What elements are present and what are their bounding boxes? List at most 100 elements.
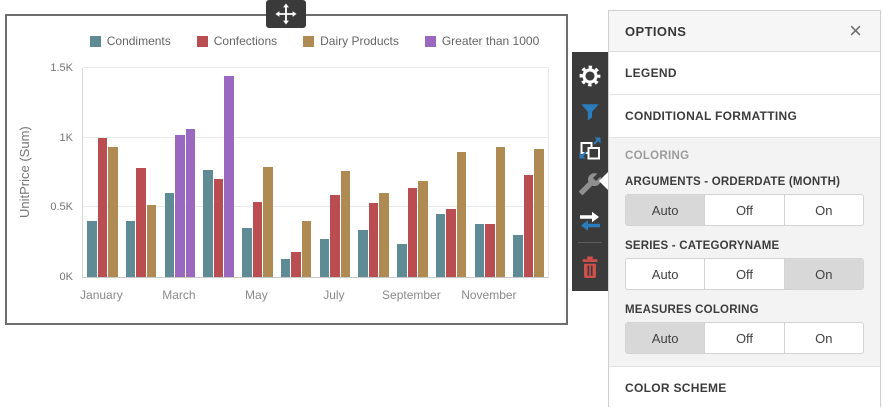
chart-legend: Condiments Confections Dairy Products Great… [82,34,547,48]
toggle-option-off[interactable]: Off [704,323,783,353]
options-wrench-button[interactable] [572,166,608,202]
bar[interactable] [523,175,534,277]
bar[interactable] [407,187,418,277]
legend-label: Condiments [106,34,171,48]
move-icon [275,3,297,25]
bar[interactable] [280,258,291,277]
legend-label: Confections [213,34,278,48]
legend-swatch [89,35,101,47]
toggle-option-auto[interactable]: Auto [626,259,704,289]
x-tick-label: March [162,288,196,302]
bar[interactable] [330,194,340,277]
options-panel-header: OPTIONS × [609,11,880,52]
bar[interactable] [319,239,330,277]
coloring-group-measures: MEASURES COLORING Auto Off On [625,304,864,354]
x-tick-label: November [461,288,517,302]
convert-to-button[interactable] [572,130,608,166]
bar[interactable] [146,204,157,277]
legend-swatch [303,35,315,47]
bar[interactable] [125,221,136,277]
toggle-option-auto[interactable]: Auto [626,323,705,353]
bar[interactable] [213,179,224,277]
bar[interactable] [175,134,185,277]
coloring-group-series: SERIES - CATEGORYNAME Auto Off On [625,240,864,290]
y-axis-title: UnitPrice (Sum) [17,126,32,219]
bar[interactable] [446,208,456,277]
wrench-options-icon [579,173,602,195]
coloring-section-label: COLORING [625,150,690,162]
bar[interactable] [474,224,485,277]
bar[interactable] [203,169,213,277]
toolbar-divider [578,242,602,243]
y-tick-label: 1K [59,131,73,144]
bar[interactable] [534,148,544,277]
bar[interactable] [136,168,146,277]
legend-swatch [424,35,436,47]
bar[interactable] [418,180,428,277]
x-tick-label: January [80,288,123,302]
section-coloring: COLORING ARGUMENTS - ORDERDATE (MONTH) A… [609,138,880,367]
bar[interactable] [368,203,379,277]
interactivity-button[interactable] [572,202,608,238]
bar[interactable] [252,201,263,277]
y-axis-ticks: 0K 0.5K 1K 1.5K [37,62,79,283]
swap-arrows-icon [580,211,600,231]
section-color-scheme[interactable]: COLOR SCHEME [609,367,880,409]
bar[interactable] [340,171,351,277]
widget-toolbar [572,52,608,291]
toggle-option-on[interactable]: On [783,323,863,353]
toggle-option-off[interactable]: Off [704,259,783,289]
bar[interactable] [97,137,108,277]
bar[interactable] [358,229,368,277]
selected-tool-pointer [599,172,608,190]
bar[interactable] [291,251,301,277]
plot-area [82,67,549,278]
x-axis-ticks: January March May July September November [80,288,547,306]
bar[interactable] [301,221,312,277]
legend-label: Dairy Products [320,34,399,48]
widget-move-handle[interactable] [266,0,306,28]
gear-icon [579,65,601,87]
section-legend[interactable]: LEGEND [609,52,880,95]
toggle-option-off[interactable]: Off [704,195,783,225]
gridline [83,136,548,138]
bar[interactable] [495,147,506,277]
legend-item: Greater than 1000 [424,34,540,48]
filter-button[interactable] [572,94,608,130]
bar[interactable] [435,214,446,277]
bar[interactable] [485,224,495,277]
section-conditional-formatting[interactable]: CONDITIONAL FORMATTING [609,95,880,138]
toggle-option-on[interactable]: On [783,195,863,225]
settings-gear-button[interactable] [572,58,608,94]
y-tick-label: 0K [59,271,73,283]
legend-label: Greater than 1000 [441,34,540,48]
gridline [83,67,548,68]
legend-item: Dairy Products [303,34,399,48]
x-tick-label: September [382,288,441,302]
bar[interactable] [456,151,467,277]
legend-item: Condiments [89,34,171,48]
coloring-group-arguments: ARGUMENTS - ORDERDATE (MONTH) Auto Off On [625,176,864,226]
legend-swatch [196,35,208,47]
bar[interactable] [242,228,252,277]
bar[interactable] [87,221,97,277]
bar[interactable] [185,129,196,277]
bar[interactable] [263,166,273,277]
bar[interactable] [513,235,523,277]
toggle-option-auto[interactable]: Auto [626,195,705,225]
bar[interactable] [164,193,175,277]
delete-button[interactable] [572,249,608,285]
chart-widget[interactable]: Condiments Confections Dairy Products Great… [5,14,568,325]
field-label: SERIES - CATEGORYNAME [625,240,780,252]
legend-item: Confections [196,34,278,48]
bar[interactable] [397,243,407,277]
y-tick-label: 0.5K [50,201,73,214]
field-label: MEASURES COLORING [625,304,759,316]
close-icon[interactable]: × [849,18,862,43]
toggle-option-on[interactable]: On [783,259,863,289]
bar[interactable] [224,76,234,277]
bar[interactable] [108,147,118,277]
field-label: ARGUMENTS - ORDERDATE (MONTH) [625,176,841,188]
arguments-coloring-toggle: Auto Off On [625,194,864,226]
bar[interactable] [379,193,389,277]
